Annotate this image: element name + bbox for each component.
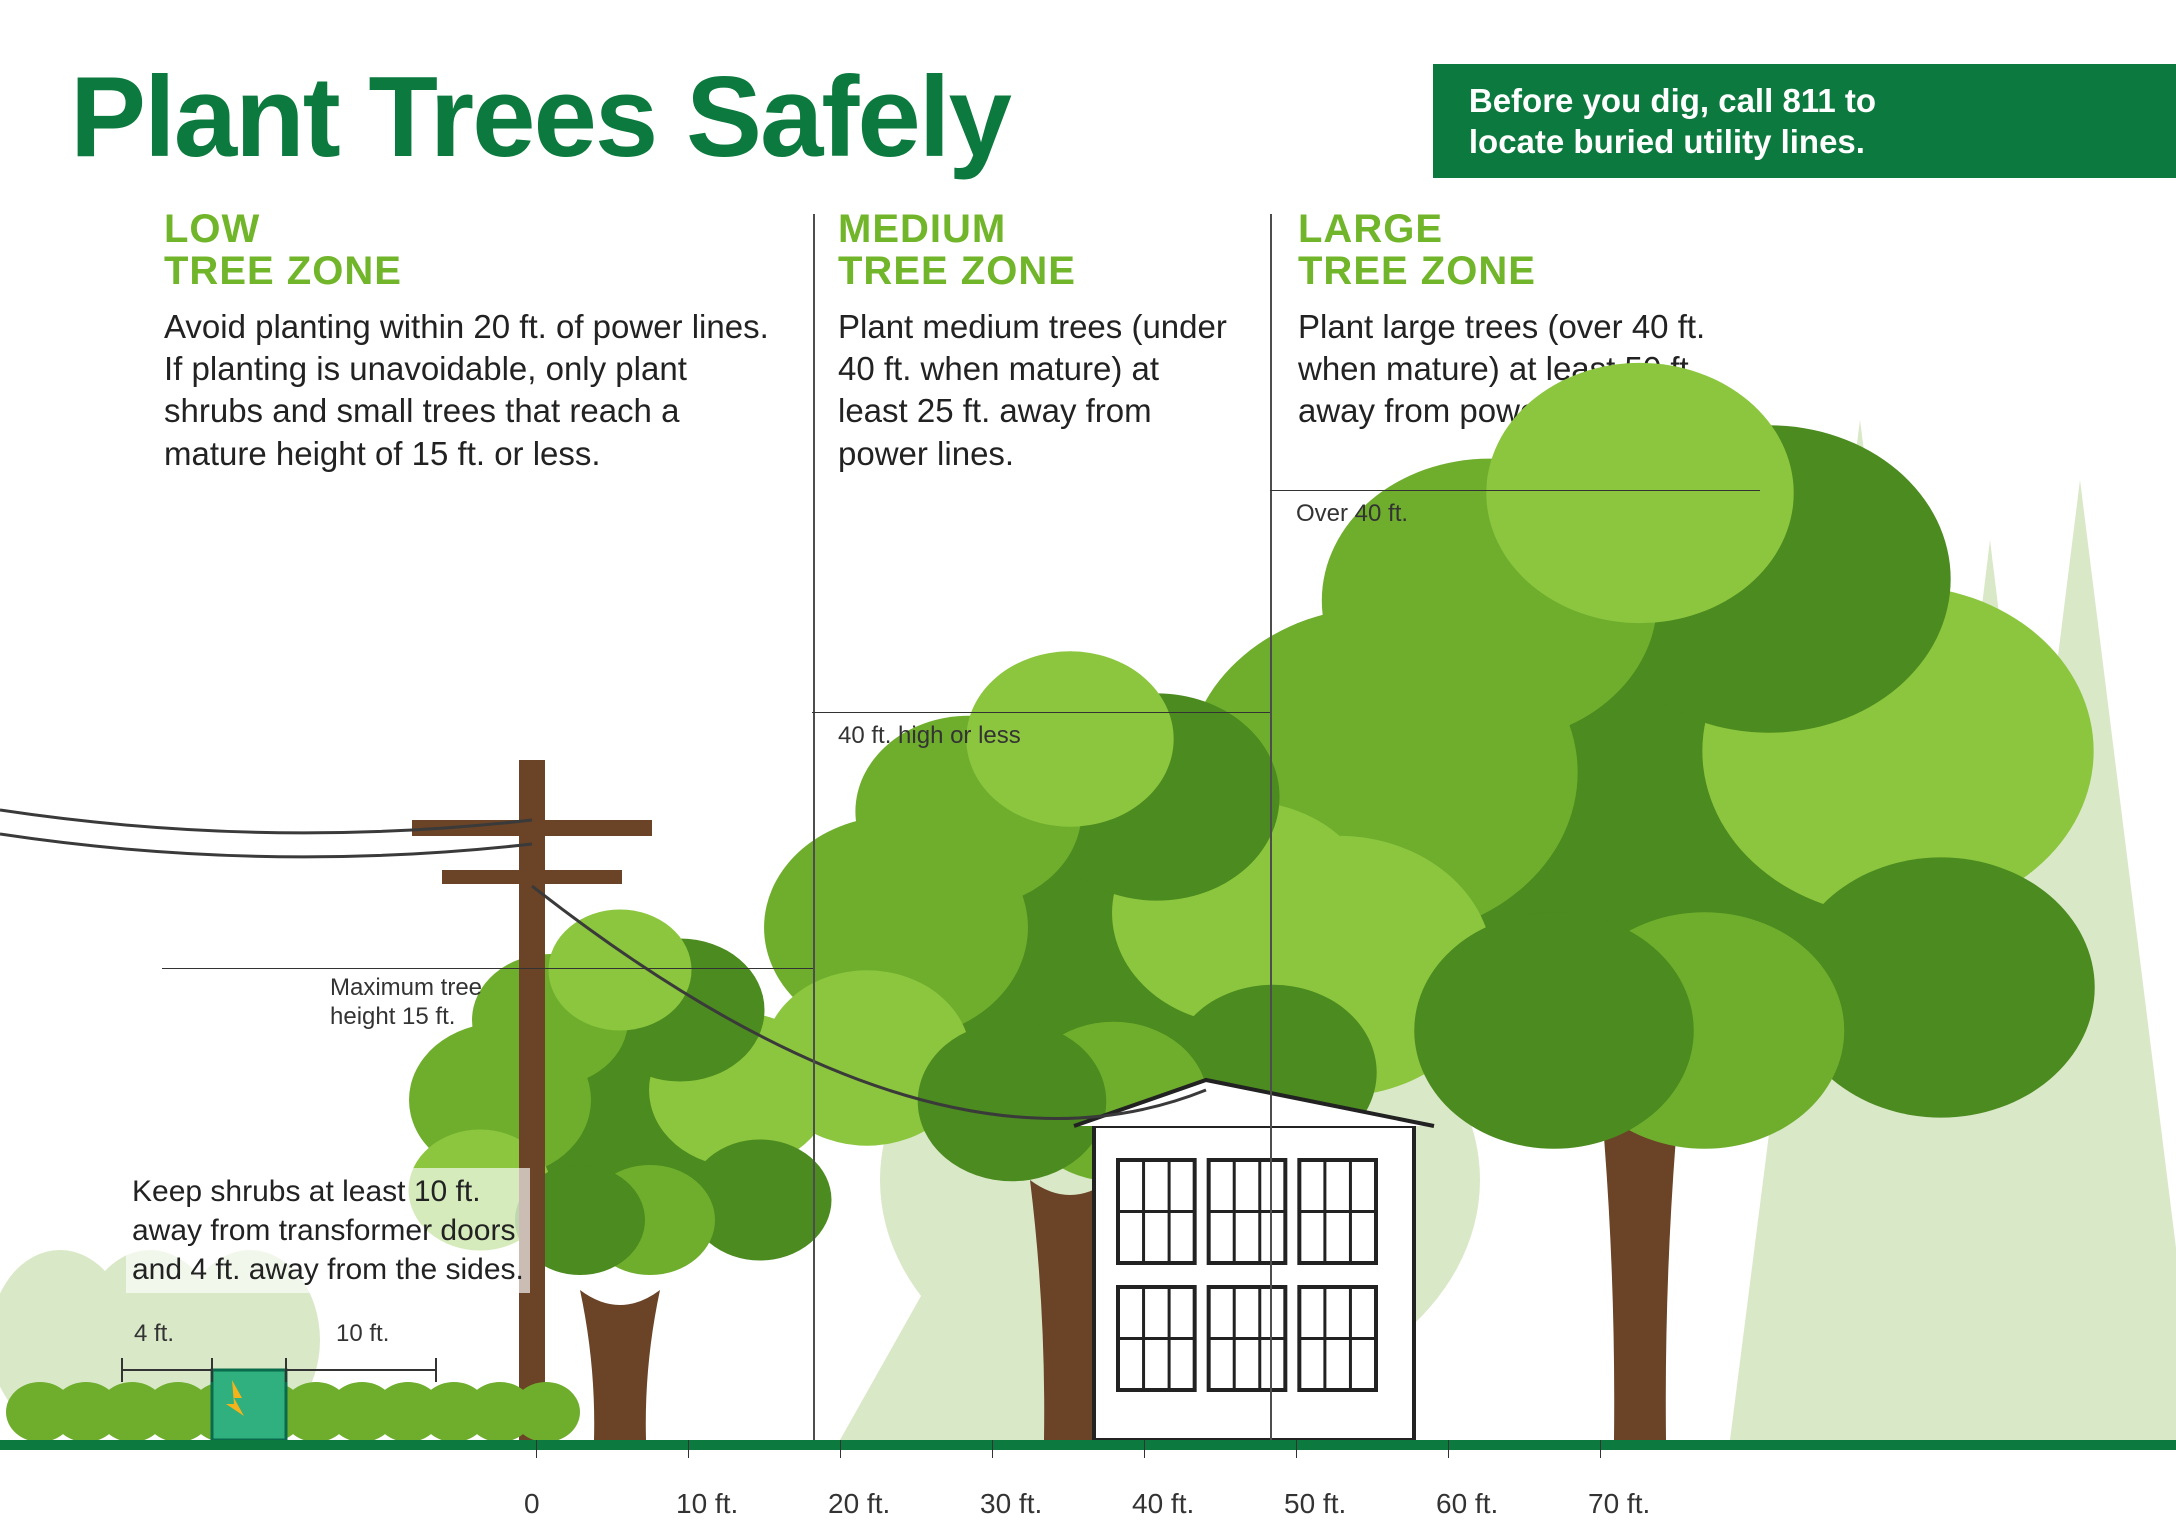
ruler-tick bbox=[992, 1440, 993, 1458]
shrub-clearance-note: Keep shrubs at least 10 ft. away from tr… bbox=[126, 1168, 530, 1293]
ruler-tick bbox=[536, 1440, 537, 1458]
ruler-label: 30 ft. bbox=[980, 1488, 1042, 1520]
zone-large: LARGE TREE ZONE Plant large trees (over … bbox=[1298, 208, 1718, 433]
zone-medium: MEDIUM TREE ZONE Plant medium trees (und… bbox=[838, 208, 1234, 475]
dim-10ft: 10 ft. bbox=[336, 1320, 389, 1348]
zone-divider bbox=[1270, 214, 1272, 1440]
ruler-tick bbox=[840, 1440, 841, 1458]
callout-label: Maximum tree height 15 ft. bbox=[330, 974, 482, 1032]
ruler-label: 70 ft. bbox=[1588, 1488, 1650, 1520]
zone-body: Plant medium trees (under 40 ft. when ma… bbox=[838, 306, 1234, 475]
dim-4ft: 4 ft. bbox=[134, 1320, 174, 1348]
callout-line bbox=[812, 712, 1270, 713]
callout-label: Over 40 ft. bbox=[1296, 500, 1408, 529]
zone-title: LARGE TREE ZONE bbox=[1298, 208, 1718, 292]
ruler-label: 40 ft. bbox=[1132, 1488, 1194, 1520]
zone-low: LOW TREE ZONE Avoid planting within 20 f… bbox=[164, 208, 790, 475]
ruler-label: 0 bbox=[524, 1488, 540, 1520]
callout-line bbox=[1270, 490, 1760, 491]
ruler-label: 50 ft. bbox=[1284, 1488, 1346, 1520]
zone-body: Avoid planting within 20 ft. of power li… bbox=[164, 306, 790, 475]
ruler-tick bbox=[1600, 1440, 1601, 1458]
ruler-label: 10 ft. bbox=[676, 1488, 738, 1520]
zone-body: Plant large trees (over 40 ft. when matu… bbox=[1298, 306, 1718, 433]
ruler-tick bbox=[1144, 1440, 1145, 1458]
subtitle-text: Before you dig, call 811 to locate burie… bbox=[1469, 80, 1876, 163]
ruler-label: 20 ft. bbox=[828, 1488, 890, 1520]
ruler-tick bbox=[1448, 1440, 1449, 1458]
ruler-label: 60 ft. bbox=[1436, 1488, 1498, 1520]
ruler-tick bbox=[1296, 1440, 1297, 1458]
page-title: Plant Trees Safely bbox=[70, 52, 1010, 183]
callout-line bbox=[162, 968, 813, 969]
zone-title: MEDIUM TREE ZONE bbox=[838, 208, 1234, 292]
callout-label: 40 ft. high or less bbox=[838, 722, 1021, 751]
subtitle-bar: Before you dig, call 811 to locate burie… bbox=[1433, 64, 2176, 178]
zone-divider bbox=[813, 214, 815, 1440]
ruler-tick bbox=[688, 1440, 689, 1458]
zone-title: LOW TREE ZONE bbox=[164, 208, 790, 292]
